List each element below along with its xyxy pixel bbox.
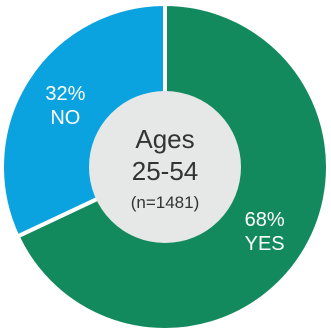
- slice-name-label-yes: YES: [245, 233, 285, 255]
- center-disc: [89, 91, 241, 243]
- labels-layer: 68%YES 32%NO: [45, 83, 285, 255]
- center-label-line3: (n=1481): [131, 193, 200, 212]
- slice-name-label-no: NO: [50, 107, 80, 129]
- center-label-line1: Ages: [135, 124, 194, 154]
- slice-value-label-yes: 68%: [245, 209, 285, 231]
- slice-value-label-no: 32%: [45, 83, 85, 105]
- center-label-line2: 25-54: [132, 156, 199, 186]
